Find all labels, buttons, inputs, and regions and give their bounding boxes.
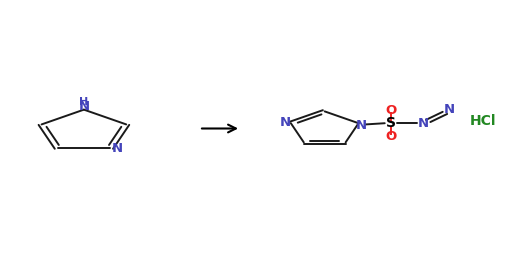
Text: N: N xyxy=(111,142,122,155)
Text: O: O xyxy=(386,104,397,117)
Text: N: N xyxy=(78,100,89,113)
Text: N: N xyxy=(280,116,291,129)
Text: HCl: HCl xyxy=(469,114,496,128)
Text: S: S xyxy=(386,116,396,130)
Text: H: H xyxy=(79,97,88,107)
Text: O: O xyxy=(386,130,397,143)
Text: N: N xyxy=(444,103,455,116)
Text: N: N xyxy=(355,119,367,132)
Text: N: N xyxy=(418,117,429,130)
